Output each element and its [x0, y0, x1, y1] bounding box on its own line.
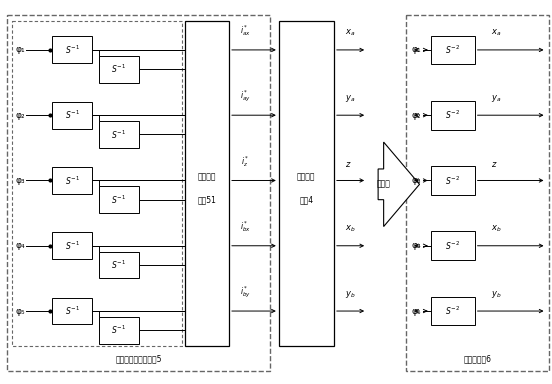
Text: $S^{-1}$: $S^{-1}$	[65, 240, 79, 252]
Text: $y_a$: $y_a$	[491, 93, 502, 104]
Text: $S^{-1}$: $S^{-1}$	[65, 109, 79, 121]
Bar	[52, 167, 92, 194]
Bar	[406, 15, 549, 371]
Bar	[185, 21, 229, 346]
Text: $i^*_{bx}$: $i^*_{bx}$	[240, 219, 251, 234]
Text: φ₄: φ₄	[15, 241, 25, 250]
Text: $S^{-1}$: $S^{-1}$	[65, 174, 79, 187]
Text: 模糊神经网络逆系统5: 模糊神经网络逆系统5	[115, 354, 162, 364]
Bar	[279, 21, 334, 346]
Text: 等效为: 等效为	[376, 180, 391, 189]
Text: φ₂: φ₂	[15, 111, 25, 120]
Text: $S^{-1}$: $S^{-1}$	[112, 259, 126, 271]
Bar	[99, 56, 139, 83]
Text: 网络51: 网络51	[198, 195, 216, 204]
Text: 复合被控: 复合被控	[297, 172, 316, 181]
Text: $x_a$: $x_a$	[345, 28, 355, 38]
Bar	[52, 36, 92, 63]
Text: $i^*_z$: $i^*_z$	[241, 154, 250, 169]
Text: $y_b$: $y_b$	[345, 288, 355, 300]
Text: φ₂: φ₂	[411, 111, 421, 120]
Text: φ₄: φ₄	[411, 241, 421, 250]
Bar	[52, 298, 92, 324]
Bar	[99, 317, 139, 344]
Bar	[431, 231, 475, 260]
Text: 伪线性系统6: 伪线性系统6	[464, 354, 491, 364]
Text: $i^*_{by}$: $i^*_{by}$	[240, 284, 251, 300]
Bar	[431, 101, 475, 129]
Text: φ₁: φ₁	[15, 45, 25, 55]
Text: φ₁: φ₁	[411, 45, 421, 55]
Text: $z$: $z$	[491, 160, 498, 169]
Text: $y_b$: $y_b$	[491, 288, 502, 300]
Text: $x_a$: $x_a$	[491, 28, 502, 38]
Text: $S^{-1}$: $S^{-1}$	[112, 63, 126, 75]
Text: $y_a$: $y_a$	[345, 93, 355, 104]
Text: $x_b$: $x_b$	[491, 224, 502, 234]
Polygon shape	[378, 142, 420, 227]
Text: φ₃: φ₃	[15, 176, 25, 185]
Text: $S^{-2}$: $S^{-2}$	[445, 174, 460, 187]
Text: $i^*_{ax}$: $i^*_{ax}$	[240, 23, 251, 38]
Text: $S^{-2}$: $S^{-2}$	[445, 109, 460, 121]
Text: $S^{-1}$: $S^{-1}$	[112, 194, 126, 206]
Text: φ₅: φ₅	[15, 306, 25, 316]
Text: $S^{-1}$: $S^{-1}$	[112, 324, 126, 336]
Text: φ₅: φ₅	[411, 306, 421, 316]
Text: $z$: $z$	[345, 160, 352, 169]
Text: 模糊神经: 模糊神经	[198, 172, 216, 181]
Text: $x_b$: $x_b$	[345, 224, 355, 234]
Bar	[431, 297, 475, 326]
Bar	[99, 186, 139, 213]
Text: φ₃: φ₃	[411, 176, 421, 185]
Text: $i^*_{ay}$: $i^*_{ay}$	[240, 88, 251, 104]
Text: $S^{-2}$: $S^{-2}$	[445, 240, 460, 252]
Bar	[99, 252, 139, 278]
Text: 对象4: 对象4	[299, 195, 314, 204]
Text: $S^{-1}$: $S^{-1}$	[112, 128, 126, 141]
Bar	[12, 21, 182, 346]
Bar	[431, 36, 475, 64]
Text: $S^{-2}$: $S^{-2}$	[445, 44, 460, 56]
Text: $S^{-2}$: $S^{-2}$	[445, 305, 460, 317]
Bar	[52, 232, 92, 259]
Bar	[52, 102, 92, 129]
Bar	[7, 15, 270, 371]
Bar	[431, 166, 475, 195]
Bar	[99, 121, 139, 148]
Text: $S^{-1}$: $S^{-1}$	[65, 44, 79, 56]
Text: $S^{-1}$: $S^{-1}$	[65, 305, 79, 317]
